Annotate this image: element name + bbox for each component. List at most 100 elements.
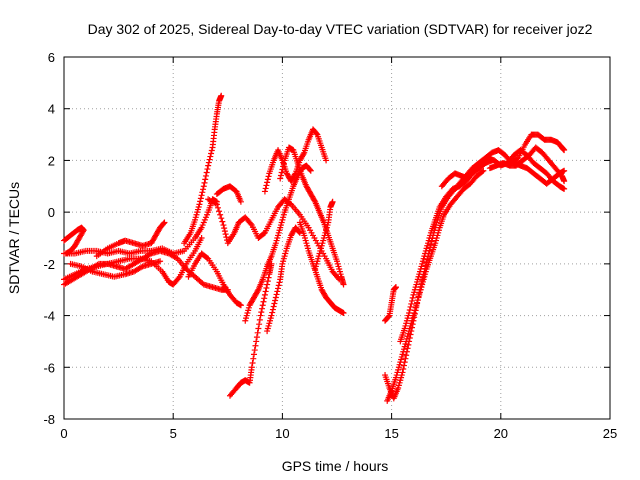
data-point xyxy=(202,176,209,183)
y-axis: -8 -6 -4 -2 0 2 4 6 xyxy=(43,50,610,427)
data-point xyxy=(254,329,261,336)
data-point xyxy=(479,168,486,175)
data-point xyxy=(313,130,320,137)
data-point xyxy=(157,258,164,265)
data-point xyxy=(275,285,282,292)
data-point xyxy=(561,167,568,174)
data-point xyxy=(263,182,270,189)
data-point xyxy=(261,188,268,195)
data-point xyxy=(264,179,271,186)
data-point xyxy=(268,312,275,319)
data-point xyxy=(261,291,268,298)
y-tick-label: -6 xyxy=(43,360,55,375)
data-point xyxy=(213,201,220,208)
data-point xyxy=(253,334,260,341)
data-point xyxy=(237,198,244,205)
data-point xyxy=(273,291,280,298)
data-point xyxy=(274,288,281,295)
x-tick-label: 0 xyxy=(60,426,67,441)
data-point xyxy=(222,231,229,238)
series-arc15 xyxy=(277,144,347,288)
data-point xyxy=(271,300,278,307)
data-point xyxy=(251,351,258,358)
data-point xyxy=(276,279,283,286)
data-point xyxy=(480,167,487,174)
data-point xyxy=(208,147,215,154)
data-point xyxy=(219,218,226,225)
data-point xyxy=(270,303,277,310)
y-axis-label: SDTVAR / TECUs xyxy=(6,182,22,294)
data-point xyxy=(400,362,407,369)
data-point xyxy=(280,160,287,167)
data-point xyxy=(427,241,434,248)
data-point xyxy=(406,306,413,313)
series-arc23 xyxy=(449,131,568,195)
data-point xyxy=(200,183,207,190)
data-point xyxy=(198,192,205,199)
data-point xyxy=(217,211,224,218)
x-tick-label: 25 xyxy=(603,426,617,441)
data-point xyxy=(262,185,269,192)
data-point xyxy=(403,352,410,359)
data-point xyxy=(428,238,435,245)
data-point xyxy=(561,178,568,185)
data-point xyxy=(262,288,269,295)
x-tick-label: 10 xyxy=(275,426,289,441)
data-point xyxy=(203,169,210,176)
data-point xyxy=(252,342,259,349)
data-point xyxy=(257,312,264,319)
data-point xyxy=(216,208,223,215)
data-point xyxy=(385,313,392,320)
data-point xyxy=(408,297,415,304)
data-point xyxy=(206,156,213,163)
data-point xyxy=(200,186,207,193)
plot-border xyxy=(63,56,611,420)
data-point xyxy=(275,282,282,289)
data-point xyxy=(280,163,287,170)
data-point xyxy=(247,220,254,227)
data-point xyxy=(218,215,225,222)
series-arc13 xyxy=(264,224,303,335)
data-point xyxy=(514,155,521,162)
series-arc21 xyxy=(397,157,496,345)
data-point xyxy=(561,147,568,154)
y-tick-label: 2 xyxy=(48,153,55,168)
data-point xyxy=(197,195,204,202)
data-point xyxy=(272,294,279,301)
data-point xyxy=(237,302,244,309)
series-arc19 xyxy=(384,167,487,404)
x-tick-label: 20 xyxy=(494,426,508,441)
data-point xyxy=(269,306,276,313)
series-arc17 xyxy=(312,198,336,273)
x-axis-label: GPS time / hours xyxy=(282,458,389,474)
data-point xyxy=(329,198,336,205)
data-point xyxy=(399,369,406,376)
data-points xyxy=(61,92,568,404)
series-arc9 xyxy=(205,196,343,283)
data-point xyxy=(260,298,267,305)
y-tick-label: 0 xyxy=(48,205,55,220)
data-point xyxy=(255,325,262,332)
data-point xyxy=(256,321,263,328)
data-point xyxy=(277,175,284,182)
data-point xyxy=(323,157,330,164)
data-point xyxy=(253,338,260,345)
data-point xyxy=(208,150,215,157)
data-point xyxy=(205,159,212,166)
x-axis: 0 5 10 15 20 25 xyxy=(60,57,617,441)
chart-title: Day 302 of 2025, Sidereal Day-to-day VTE… xyxy=(88,21,593,37)
data-point xyxy=(220,222,227,229)
data-point xyxy=(221,225,228,232)
data-point xyxy=(223,234,230,241)
data-point xyxy=(251,347,258,354)
data-point xyxy=(197,198,204,205)
series-arc12 xyxy=(242,162,314,324)
data-point xyxy=(161,219,168,226)
data-point xyxy=(249,359,256,366)
data-point xyxy=(307,166,314,173)
y-tick-label: -4 xyxy=(43,309,55,324)
y-tick-label: -8 xyxy=(43,412,55,427)
data-point xyxy=(300,150,307,157)
x-tick-label: 15 xyxy=(384,426,398,441)
data-point xyxy=(407,303,414,310)
